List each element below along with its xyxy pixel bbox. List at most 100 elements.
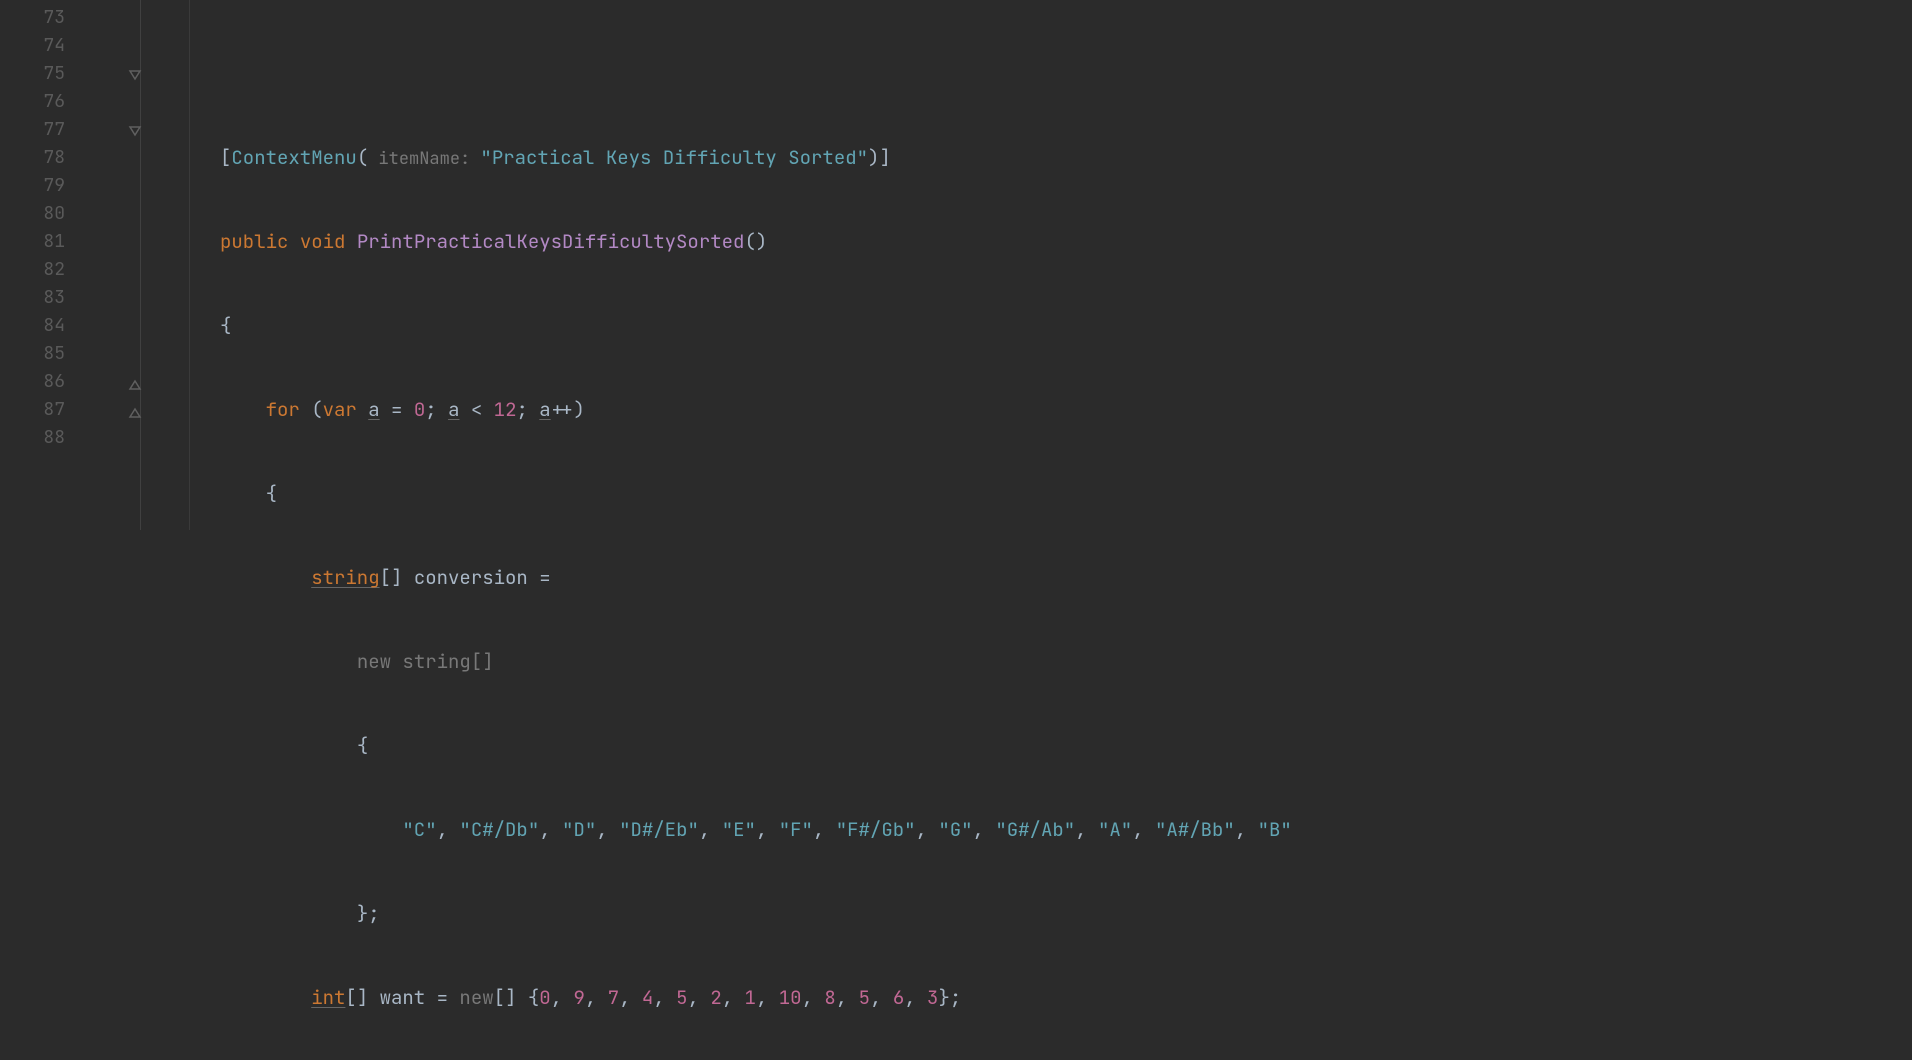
string-literal: "F" bbox=[779, 817, 813, 842]
line-number: 77 bbox=[0, 116, 65, 144]
number-literal: 10 bbox=[779, 985, 802, 1010]
code-line-79: string[] conversion = bbox=[220, 564, 1912, 592]
comma: , bbox=[813, 817, 836, 842]
close-bracket: )] bbox=[868, 145, 891, 170]
number-literal: 7 bbox=[608, 985, 619, 1010]
keyword-void: void bbox=[300, 229, 357, 254]
number-literal: 9 bbox=[573, 985, 584, 1010]
keyword-for: for bbox=[266, 397, 312, 422]
variable-conversion: conversion bbox=[414, 565, 528, 590]
keyword-int: int bbox=[311, 985, 345, 1010]
variable-a: a bbox=[448, 397, 459, 422]
keyword-new: new bbox=[459, 985, 493, 1010]
brace: { bbox=[357, 733, 368, 758]
number-literal: 8 bbox=[824, 985, 835, 1010]
number-literal: 3 bbox=[927, 985, 938, 1010]
comma: , bbox=[756, 985, 779, 1010]
line-number: 86 bbox=[0, 368, 65, 396]
line-number: 83 bbox=[0, 284, 65, 312]
string-literal: "D" bbox=[562, 817, 596, 842]
method-name: PrintPracticalKeysDifficultySorted bbox=[357, 229, 745, 254]
code-line-82: "C", "C#/Db", "D", "D#/Eb", "E", "F", "F… bbox=[220, 816, 1912, 844]
string-literal: "G" bbox=[938, 817, 972, 842]
keyword-public: public bbox=[220, 229, 300, 254]
line-number: 85 bbox=[0, 340, 65, 368]
type-string: string bbox=[402, 649, 470, 674]
fold-collapse-icon[interactable] bbox=[128, 119, 142, 133]
code-editor: 73 74 75 76 77 78 79 80 81 82 83 84 85 8… bbox=[0, 0, 1912, 530]
param-hint: itemName: bbox=[368, 148, 480, 170]
comma: , bbox=[688, 985, 711, 1010]
keyword-var: var bbox=[323, 397, 369, 422]
comma: , bbox=[973, 817, 996, 842]
line-number: 87 bbox=[0, 396, 65, 424]
line-number: 73 bbox=[0, 4, 65, 32]
variable-want: want bbox=[380, 985, 426, 1010]
brace: { bbox=[220, 313, 231, 338]
attribute-name: ContextMenu bbox=[231, 145, 356, 170]
comma: , bbox=[551, 985, 574, 1010]
comma: , bbox=[916, 817, 939, 842]
number-literal: 5 bbox=[859, 985, 870, 1010]
less-than: < bbox=[459, 397, 493, 422]
comma: , bbox=[870, 985, 893, 1010]
array-brackets: [] bbox=[345, 985, 379, 1010]
array-brackets: [] bbox=[380, 565, 414, 590]
line-number-gutter: 73 74 75 76 77 78 79 80 81 82 83 84 85 8… bbox=[0, 0, 90, 530]
comma: , bbox=[1075, 817, 1098, 842]
brace-close: }; bbox=[357, 901, 380, 926]
keyword-string: string bbox=[311, 565, 379, 590]
comma: , bbox=[722, 985, 745, 1010]
keyword-new: new bbox=[357, 649, 403, 674]
line-number: 78 bbox=[0, 144, 65, 172]
string-literal: "A#/Bb" bbox=[1155, 817, 1235, 842]
code-content[interactable]: [ContextMenu( itemName: "Practical Keys … bbox=[190, 0, 1912, 530]
string-literal: "F#/Gb" bbox=[836, 817, 916, 842]
string-literal: "D#/Eb" bbox=[619, 817, 699, 842]
code-line-77: for (var a = 0; a < 12; a++) bbox=[220, 396, 1912, 424]
line-number: 84 bbox=[0, 312, 65, 340]
comma: , bbox=[596, 817, 619, 842]
number-literal: 0 bbox=[539, 985, 550, 1010]
brace: { bbox=[266, 481, 277, 506]
paren: ( bbox=[311, 397, 322, 422]
number-literal: 0 bbox=[414, 397, 425, 422]
code-line-75: public void PrintPracticalKeysDifficulty… bbox=[220, 228, 1912, 256]
code-line-78: { bbox=[220, 480, 1912, 508]
comma: , bbox=[653, 985, 676, 1010]
fold-end-icon[interactable] bbox=[128, 399, 142, 413]
line-number: 80 bbox=[0, 200, 65, 228]
fold-end-icon[interactable] bbox=[128, 371, 142, 385]
comma: , bbox=[699, 817, 722, 842]
attr-bracket: [ bbox=[220, 145, 231, 170]
line-number: 74 bbox=[0, 32, 65, 60]
comma: , bbox=[585, 985, 608, 1010]
number-literal: 1 bbox=[745, 985, 756, 1010]
string-literal: "C" bbox=[402, 817, 436, 842]
code-line-73 bbox=[220, 60, 1912, 88]
array-brackets: [] bbox=[471, 649, 494, 674]
equals: = bbox=[380, 397, 414, 422]
fold-column bbox=[90, 0, 190, 530]
fold-collapse-icon[interactable] bbox=[128, 63, 142, 77]
line-number: 81 bbox=[0, 228, 65, 256]
comma: , bbox=[437, 817, 460, 842]
code-line-84: int[] want = new[] {0, 9, 7, 4, 5, 2, 1,… bbox=[220, 984, 1912, 1012]
array-init: [] { bbox=[494, 985, 540, 1010]
brace-close: }; bbox=[938, 985, 961, 1010]
comma: , bbox=[539, 817, 562, 842]
semicolon: ; bbox=[425, 397, 448, 422]
line-number: 75 bbox=[0, 60, 65, 88]
comma: , bbox=[802, 985, 825, 1010]
code-line-80: new string[] bbox=[220, 648, 1912, 676]
comma: , bbox=[1132, 817, 1155, 842]
number-literal: 12 bbox=[494, 397, 517, 422]
parens: () bbox=[744, 229, 767, 254]
variable-a: a bbox=[539, 397, 550, 422]
string-literal: "C#/Db" bbox=[459, 817, 539, 842]
comma: , bbox=[619, 985, 642, 1010]
line-number: 82 bbox=[0, 256, 65, 284]
comma: , bbox=[836, 985, 859, 1010]
variable-a: a bbox=[368, 397, 379, 422]
increment: ++) bbox=[551, 397, 585, 422]
